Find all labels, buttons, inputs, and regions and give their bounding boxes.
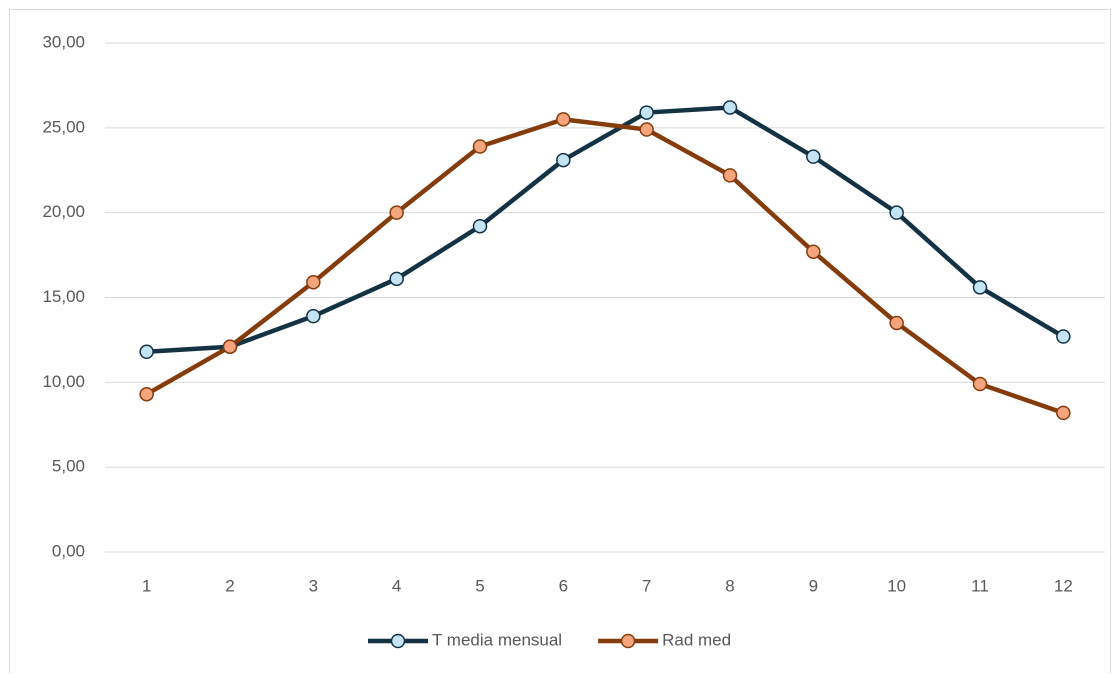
point-marker: [889, 315, 904, 331]
legend-label: T media mensual: [432, 630, 562, 649]
chart-border: [9, 9, 1111, 678]
legend-marker: [620, 633, 636, 649]
point-marker: [389, 205, 404, 220]
point-marker: [722, 168, 738, 183]
series-line: [145, 117, 1065, 415]
y-tick-label: 30,00: [42, 32, 85, 51]
x-tick-label: 2: [225, 576, 234, 595]
x-tick-label: 11: [971, 576, 989, 595]
point-marker: [806, 244, 821, 259]
y-tick-label: 15,00: [42, 287, 85, 306]
point-marker: [556, 112, 571, 127]
x-tick-label: 8: [725, 576, 734, 595]
point-marker: [306, 308, 321, 324]
x-tick-label: 3: [309, 576, 318, 595]
x-tick-label: 5: [475, 576, 484, 595]
point-marker: [806, 149, 821, 164]
x-tick-label: 1: [142, 576, 151, 595]
point-marker: [889, 205, 904, 220]
point-marker: [639, 105, 654, 120]
point-marker: [722, 100, 738, 115]
series-line: [146, 105, 1065, 355]
point-marker: [472, 218, 488, 234]
point-marker: [639, 122, 654, 137]
y-tick-label: 10,00: [42, 372, 85, 391]
point-marker: [389, 271, 404, 287]
legend-marker: [390, 633, 406, 649]
y-tick-label: 5,00: [52, 457, 85, 476]
point-marker: [222, 339, 238, 354]
point-marker: [972, 280, 988, 295]
point-marker: [1056, 405, 1071, 421]
y-tick-label: 25,00: [42, 117, 85, 136]
x-tick-label: 9: [809, 576, 818, 595]
y-tick-label: 0,00: [52, 541, 85, 560]
point-marker: [1056, 329, 1071, 344]
y-tick-label: 20,00: [42, 202, 85, 221]
point-marker: [139, 386, 154, 402]
x-tick-label: 6: [559, 576, 568, 595]
point-marker: [139, 344, 154, 360]
x-tick-label: 7: [642, 576, 651, 595]
point-marker: [472, 139, 488, 154]
x-tick-label: 12: [1054, 576, 1073, 595]
point-marker: [306, 274, 321, 290]
x-tick-label: 10: [887, 576, 906, 595]
point-marker: [556, 152, 571, 168]
point-marker: [972, 376, 988, 392]
legend-label: Rad med: [662, 630, 731, 649]
x-tick-label: 4: [392, 576, 401, 595]
